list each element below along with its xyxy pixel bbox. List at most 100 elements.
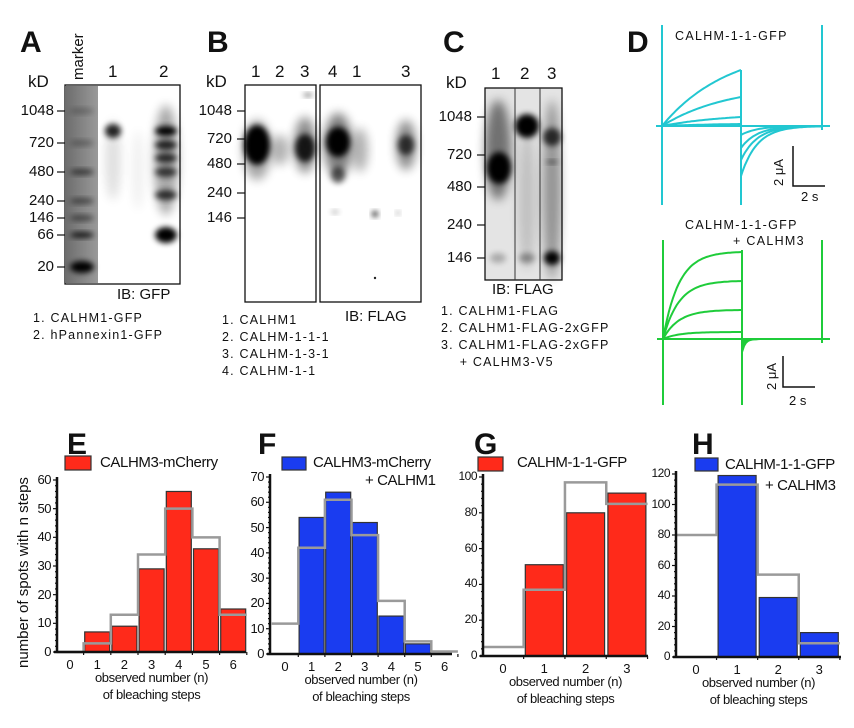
x-tick-label: 5 <box>414 659 422 674</box>
x-tick-label: 5 <box>202 657 210 672</box>
x-axis-label: observed number (n) <box>304 672 418 687</box>
protein-band <box>543 100 561 280</box>
x-tick-label: 1 <box>733 662 741 677</box>
legend-b: 1. CALHM1 2. CALHM-1-1-1 3. CALHM-1-3-1 … <box>222 312 330 380</box>
y-tick-label: 10 <box>37 615 52 631</box>
scale-current-bottom: 2 μA <box>764 362 779 390</box>
protein-band <box>105 124 121 138</box>
lane-label: 3 <box>300 62 310 81</box>
y-tick-label: 40 <box>464 576 478 591</box>
bar <box>138 568 165 653</box>
y-tick-label: 100 <box>458 469 477 483</box>
x-axis-label-line-2: of bleaching steps <box>102 687 201 702</box>
lane-label: 2 <box>159 62 169 81</box>
x-tick-label: 0 <box>66 657 74 672</box>
x-tick-label: 6 <box>229 657 237 672</box>
mw-tick-label: 480 <box>206 155 232 172</box>
y-tick-label: 60 <box>657 557 671 572</box>
legend-swatch <box>694 457 719 472</box>
trace-label-bottom-2: + CALHM3 <box>733 234 805 248</box>
legend-a: 1. CALHM1-GFP 2. hPannexin1-GFP <box>33 310 163 344</box>
protein-band <box>544 251 560 265</box>
x-tick-label: 1 <box>93 657 101 672</box>
x-tick-label: 2 <box>120 657 128 672</box>
protein-band <box>519 253 535 263</box>
bar <box>378 615 405 655</box>
protein-band <box>105 120 121 200</box>
histogram-e <box>53 455 248 655</box>
expected-distribution-step-line <box>56 507 247 654</box>
legend-swatch <box>477 456 504 472</box>
mw-tick-label: 66 <box>37 226 54 243</box>
x-tick-label: 3 <box>815 662 823 677</box>
legend-item: 2. CALHM-1-1-1 <box>222 330 330 344</box>
bar <box>758 596 798 658</box>
histogram-f <box>266 456 459 657</box>
y-tick-label: 0 <box>44 644 51 659</box>
x-tick-label: 0 <box>692 662 700 677</box>
x-tick-label: 6 <box>440 659 449 674</box>
mw-tick-label: 720 <box>206 130 232 147</box>
legend-swatch <box>64 455 92 471</box>
expected-distribution-step-line <box>271 498 458 653</box>
mw-tick-label: 480 <box>446 178 472 195</box>
protein-band <box>326 127 350 157</box>
scale-time-bottom: 2 s <box>789 393 807 408</box>
protein-band <box>515 114 539 138</box>
protein-band <box>70 198 94 204</box>
lane-label: 2 <box>520 64 530 83</box>
y-tick-label: 120 <box>651 466 670 480</box>
current-trace <box>661 96 742 127</box>
protein-band <box>518 130 536 270</box>
y-tick-label: 60 <box>464 540 478 555</box>
y-tick-label: 0 <box>257 646 264 661</box>
bar <box>84 631 111 653</box>
protein-band <box>303 93 313 97</box>
protein-band <box>70 169 94 175</box>
bar <box>298 516 325 655</box>
x-tick-label: 2 <box>581 661 590 676</box>
legend-item: 1. CALHM1-GFP <box>33 311 144 325</box>
mw-tick-label: 1048 <box>198 102 232 119</box>
ib-label-b: IB: FLAG <box>345 308 407 325</box>
mw-tick-label: 720 <box>446 146 472 163</box>
x-axis-label: observed number (n) <box>508 674 623 689</box>
lane-label: 1 <box>251 62 261 81</box>
current-trace <box>661 116 742 127</box>
current-trace <box>661 123 741 127</box>
y-tick-label: 40 <box>657 588 671 602</box>
panel-letter-f: F <box>258 428 277 461</box>
x-tick-label: 0 <box>499 661 507 676</box>
protein-band <box>132 130 144 210</box>
y-tick-label: 80 <box>657 527 671 541</box>
legend-label: CALHM-1-1-GFP <box>517 454 627 471</box>
lane-label: 3 <box>401 62 411 81</box>
histogram-h <box>672 457 841 660</box>
mw-tick-label: 1048 <box>438 108 472 125</box>
y-tick-label: 20 <box>250 595 265 611</box>
mw-tick-label: 146 <box>446 249 472 266</box>
protein-band <box>70 232 94 238</box>
lane-label: 1 <box>108 62 118 81</box>
y-tick-label: 50 <box>250 519 265 535</box>
y-tick-label: 30 <box>37 558 52 573</box>
tail-current-trace <box>741 338 822 341</box>
y-tick-label: 20 <box>657 618 671 633</box>
bar <box>111 625 138 653</box>
lane-label: 4 <box>328 62 338 81</box>
y-tick-label: 0 <box>663 649 671 663</box>
current-trace <box>662 280 743 340</box>
dust-speck <box>373 276 377 280</box>
bar <box>524 564 564 657</box>
bar <box>325 491 352 655</box>
y-tick-label: 70 <box>250 469 265 484</box>
current-trace <box>662 309 742 340</box>
kd-label-b: kD <box>206 72 227 91</box>
scale-time-top: 2 s <box>801 189 819 204</box>
scale-current-top: 2 μA <box>771 158 786 186</box>
y-tick-label: 50 <box>37 500 52 516</box>
legend-label: CALHM3-mCherry <box>100 454 218 471</box>
x-tick-label: 1 <box>307 659 316 674</box>
current-trace <box>662 251 743 340</box>
